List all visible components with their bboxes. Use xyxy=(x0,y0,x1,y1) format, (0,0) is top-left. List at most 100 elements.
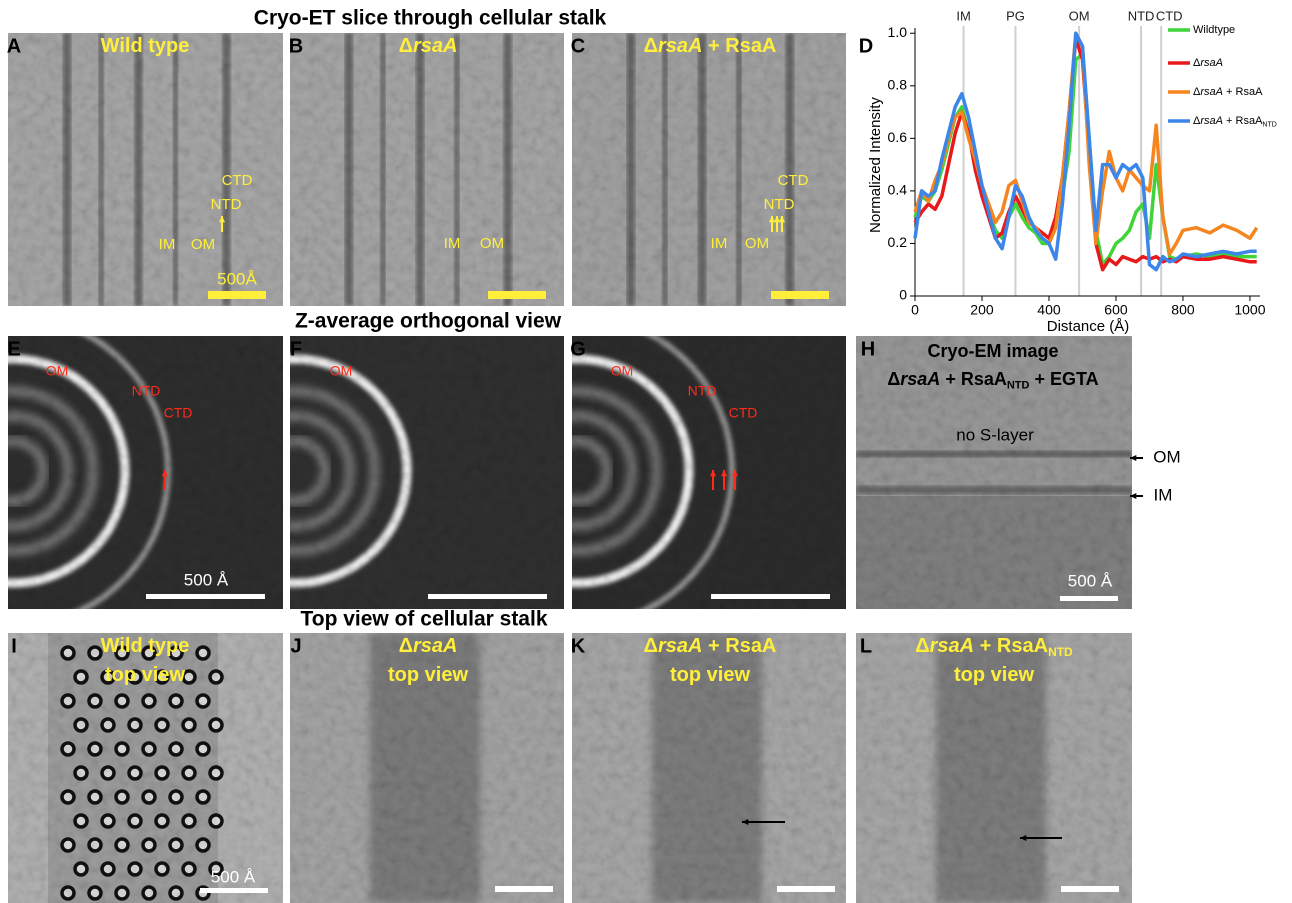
legend-label-part: Δ xyxy=(1193,86,1201,98)
panel-title: top view xyxy=(105,664,185,686)
micrograph xyxy=(290,33,564,306)
panel-title-part: rsaA xyxy=(900,369,940,389)
panel-letter: C xyxy=(571,35,585,57)
panel-title-part: Δ xyxy=(887,369,900,389)
panel-letter: D xyxy=(859,35,873,57)
panel-letter: I xyxy=(11,635,17,657)
annotation: no S-layer xyxy=(956,425,1034,444)
y-axis-label: Normalized Intensity xyxy=(867,97,884,233)
noise xyxy=(8,33,283,306)
scale-label: 500Å xyxy=(217,269,257,288)
arrow-head xyxy=(773,216,781,223)
panel-title-part: top view xyxy=(105,664,185,686)
micrograph xyxy=(290,633,564,903)
panel-title-part: + RsaA xyxy=(702,635,776,657)
panel-letter: K xyxy=(571,635,586,657)
panel-title-part: Wild type xyxy=(101,35,190,57)
x-tick-label: 0 xyxy=(911,302,919,318)
micrograph xyxy=(290,336,564,609)
panel-title-part: rsaA xyxy=(413,35,457,57)
legend-label: Wildtype xyxy=(1193,24,1235,36)
panel-title-part: Δ xyxy=(915,635,929,657)
panel-title: ΔrsaA xyxy=(399,35,458,57)
panel-letter: G xyxy=(570,338,586,360)
arrow-head xyxy=(218,216,226,223)
micrograph xyxy=(856,336,1132,609)
scale-bar xyxy=(146,594,265,599)
noise xyxy=(8,336,283,609)
noise xyxy=(8,633,283,903)
annotation: IM xyxy=(159,236,176,253)
arrow-head xyxy=(161,470,169,477)
annotation: CTD xyxy=(164,405,193,421)
legend-label-part: + RsaA xyxy=(1223,115,1263,127)
scale-bar xyxy=(1060,596,1118,601)
reference-label: IM xyxy=(956,8,970,23)
arrow-head xyxy=(742,818,749,826)
panel-letter: F xyxy=(290,338,302,360)
panel-title-part: + EGTA xyxy=(1029,369,1098,389)
panel-title: Wild type xyxy=(101,635,190,657)
scale-bar xyxy=(488,291,546,299)
noise xyxy=(572,33,846,306)
panel-title: top view xyxy=(954,664,1034,686)
x-tick-label: 400 xyxy=(1037,302,1061,318)
panel-title: top view xyxy=(670,664,750,686)
annotation: IM xyxy=(444,235,461,252)
panel-letter: J xyxy=(290,635,301,657)
panel-letter: E xyxy=(7,338,20,360)
legend-label-part: rsaA xyxy=(1200,57,1223,69)
panel-title-part: rsaA xyxy=(658,35,702,57)
panel-title-part: rsaA xyxy=(413,635,457,657)
y-tick-label: 0 xyxy=(899,287,907,303)
legend-label: ΔrsaA xyxy=(1193,57,1223,69)
micrograph xyxy=(8,33,283,306)
annotation: IM xyxy=(711,235,728,252)
panel-title-part: Δ xyxy=(399,35,413,57)
noise xyxy=(290,336,564,609)
annotation: NTD xyxy=(688,383,717,399)
annotation: NTD xyxy=(764,196,795,213)
legend-label: ΔrsaA + RsaANTD xyxy=(1193,115,1277,128)
legend-label-part: rsaA xyxy=(1200,115,1223,127)
scale-label: 500 Å xyxy=(1068,571,1113,590)
panel-letter: L xyxy=(860,635,872,657)
panel-title: top view xyxy=(388,664,468,686)
panel-title-part: rsaA xyxy=(658,635,702,657)
panel-title-part: Δ xyxy=(644,635,658,657)
annotation: NTD xyxy=(132,383,161,399)
scale-label: 500 Å xyxy=(211,867,256,886)
annotation: OM xyxy=(611,363,634,379)
legend-label-part: Δ xyxy=(1193,115,1201,127)
annotation: OM xyxy=(330,363,353,379)
scale-bar xyxy=(428,594,547,599)
legend-label-part: rsaA xyxy=(1200,86,1223,98)
annotation: OM xyxy=(480,235,504,252)
reference-label: CTD xyxy=(1156,8,1183,23)
micrograph xyxy=(572,33,846,306)
reference-label: OM xyxy=(1069,8,1090,23)
arrow-head xyxy=(709,470,717,477)
scale-bar xyxy=(711,594,830,599)
series-line xyxy=(913,31,1257,272)
legend-label: ΔrsaA + RsaA xyxy=(1193,86,1263,98)
arrow-head xyxy=(731,470,739,477)
scale-bar xyxy=(771,291,829,299)
arrow-head xyxy=(1130,492,1137,500)
arrow-head xyxy=(778,216,786,223)
x-axis-label: Distance (Å) xyxy=(1047,318,1130,335)
y-tick-label: 0.4 xyxy=(888,182,908,198)
noise xyxy=(290,633,564,903)
micrograph xyxy=(856,633,1132,903)
panel-title-part: Δ xyxy=(644,35,658,57)
annotation: OM xyxy=(1153,447,1180,466)
arrow-head xyxy=(1130,454,1137,462)
reference-label: PG xyxy=(1006,8,1025,23)
annotation: NTD xyxy=(211,196,242,213)
panel-title-part: + RsaA xyxy=(702,35,776,57)
annotation: CTD xyxy=(778,172,809,189)
noise xyxy=(290,33,564,306)
panel-title-part: top view xyxy=(670,664,750,686)
noise xyxy=(856,633,1132,903)
